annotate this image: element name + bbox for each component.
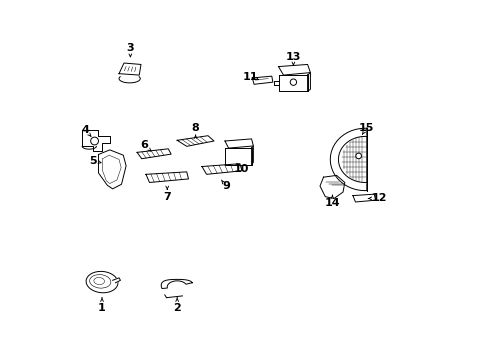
Polygon shape xyxy=(137,149,171,159)
Polygon shape xyxy=(338,136,366,183)
Text: 13: 13 xyxy=(285,51,301,62)
Polygon shape xyxy=(161,279,192,288)
Ellipse shape xyxy=(94,278,104,284)
Text: 3: 3 xyxy=(126,43,134,53)
Polygon shape xyxy=(119,63,141,75)
Text: 15: 15 xyxy=(358,122,374,132)
Polygon shape xyxy=(202,164,242,174)
Polygon shape xyxy=(224,139,253,148)
Polygon shape xyxy=(273,81,278,85)
Polygon shape xyxy=(329,128,366,191)
Polygon shape xyxy=(278,75,307,91)
Text: 10: 10 xyxy=(233,165,249,174)
Ellipse shape xyxy=(86,271,118,293)
Polygon shape xyxy=(112,278,120,283)
Text: 8: 8 xyxy=(191,122,199,132)
Polygon shape xyxy=(252,76,272,84)
Polygon shape xyxy=(251,146,253,165)
Polygon shape xyxy=(177,136,214,146)
Text: 2: 2 xyxy=(173,303,181,313)
Text: 14: 14 xyxy=(324,198,340,208)
Text: 7: 7 xyxy=(163,192,171,202)
Text: 5: 5 xyxy=(89,156,97,166)
Polygon shape xyxy=(82,130,110,151)
Polygon shape xyxy=(224,148,251,165)
Ellipse shape xyxy=(90,137,98,145)
Polygon shape xyxy=(307,73,310,91)
Polygon shape xyxy=(319,175,344,198)
Text: 9: 9 xyxy=(222,181,229,192)
Circle shape xyxy=(355,153,361,159)
Polygon shape xyxy=(278,64,310,75)
Polygon shape xyxy=(145,172,188,183)
Circle shape xyxy=(290,79,296,85)
Text: 12: 12 xyxy=(371,193,386,203)
Text: 1: 1 xyxy=(98,303,106,313)
Text: 6: 6 xyxy=(141,140,148,150)
Polygon shape xyxy=(352,194,375,202)
Ellipse shape xyxy=(89,275,111,288)
Text: 11: 11 xyxy=(243,72,258,81)
Polygon shape xyxy=(98,150,126,189)
Text: 4: 4 xyxy=(81,125,89,135)
